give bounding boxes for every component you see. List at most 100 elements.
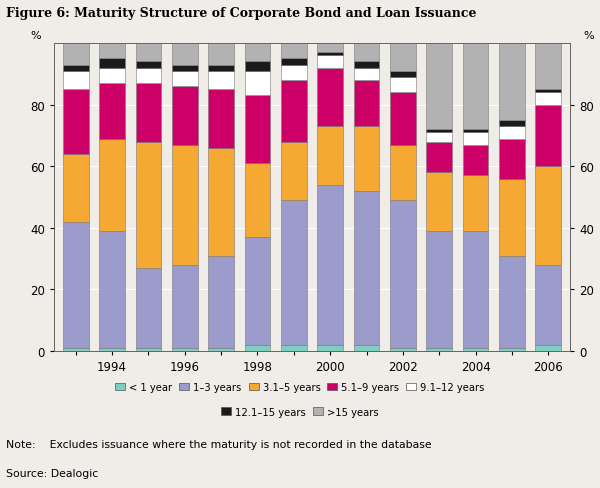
Bar — [390, 93, 416, 145]
Bar — [100, 139, 125, 231]
Bar — [281, 60, 307, 65]
Bar — [281, 345, 307, 351]
Bar — [354, 191, 379, 345]
Bar — [281, 201, 307, 345]
Bar — [208, 90, 234, 148]
Bar — [245, 96, 270, 164]
Bar — [100, 44, 125, 60]
Bar — [208, 44, 234, 65]
Bar — [463, 44, 488, 130]
Bar — [427, 348, 452, 351]
Text: %: % — [30, 31, 41, 41]
Bar — [427, 173, 452, 231]
Bar — [499, 44, 524, 121]
Bar — [427, 130, 452, 133]
Bar — [499, 179, 524, 256]
Bar — [463, 133, 488, 145]
Bar — [281, 44, 307, 60]
Bar — [427, 44, 452, 130]
Bar — [354, 68, 379, 81]
Bar — [499, 121, 524, 127]
Bar — [172, 87, 197, 145]
Bar — [136, 84, 161, 142]
Bar — [390, 44, 416, 72]
Bar — [136, 348, 161, 351]
Bar — [535, 167, 561, 265]
Bar — [245, 62, 270, 72]
Bar — [63, 65, 89, 72]
Bar — [172, 265, 197, 348]
Bar — [390, 78, 416, 93]
Bar — [317, 185, 343, 345]
Bar — [100, 348, 125, 351]
Bar — [208, 256, 234, 348]
Bar — [463, 145, 488, 176]
Bar — [317, 56, 343, 68]
Bar — [317, 53, 343, 56]
Bar — [317, 44, 343, 53]
Bar — [499, 139, 524, 179]
Bar — [208, 148, 234, 256]
Bar — [100, 68, 125, 84]
Bar — [354, 127, 379, 191]
Bar — [317, 345, 343, 351]
Legend: 12.1–15 years, >15 years: 12.1–15 years, >15 years — [217, 403, 383, 421]
Bar — [245, 72, 270, 96]
Bar — [63, 90, 89, 155]
Bar — [172, 145, 197, 265]
Bar — [281, 65, 307, 81]
Bar — [208, 72, 234, 90]
Bar — [63, 44, 89, 65]
Bar — [208, 65, 234, 72]
Bar — [354, 44, 379, 62]
Bar — [245, 44, 270, 62]
Bar — [281, 81, 307, 142]
Bar — [245, 345, 270, 351]
Legend: < 1 year, 1–3 years, 3.1–5 years, 5.1–9 years, 9.1–12 years: < 1 year, 1–3 years, 3.1–5 years, 5.1–9 … — [111, 378, 489, 396]
Bar — [136, 44, 161, 62]
Text: Note:    Excludes issuance where the maturity is not recorded in the database: Note: Excludes issuance where the maturi… — [6, 439, 431, 449]
Text: Figure 6: Maturity Structure of Corporate Bond and Loan Issuance: Figure 6: Maturity Structure of Corporat… — [6, 7, 476, 20]
Bar — [208, 348, 234, 351]
Bar — [390, 348, 416, 351]
Text: Source: Dealogic: Source: Dealogic — [6, 468, 98, 478]
Bar — [390, 72, 416, 78]
Bar — [100, 84, 125, 139]
Bar — [499, 348, 524, 351]
Bar — [172, 348, 197, 351]
Bar — [136, 268, 161, 348]
Bar — [463, 348, 488, 351]
Bar — [499, 127, 524, 139]
Bar — [63, 72, 89, 90]
Text: %: % — [583, 31, 594, 41]
Bar — [463, 231, 488, 348]
Bar — [136, 62, 161, 68]
Bar — [390, 201, 416, 348]
Bar — [136, 68, 161, 84]
Bar — [63, 348, 89, 351]
Bar — [245, 238, 270, 345]
Bar — [427, 142, 452, 173]
Bar — [535, 44, 561, 90]
Bar — [463, 176, 488, 231]
Bar — [354, 62, 379, 68]
Bar — [535, 90, 561, 93]
Bar — [427, 231, 452, 348]
Bar — [172, 44, 197, 65]
Bar — [317, 127, 343, 185]
Bar — [463, 130, 488, 133]
Bar — [317, 68, 343, 127]
Bar — [63, 222, 89, 348]
Bar — [354, 345, 379, 351]
Bar — [281, 142, 307, 201]
Bar — [427, 133, 452, 142]
Bar — [172, 72, 197, 87]
Bar — [63, 155, 89, 222]
Bar — [136, 142, 161, 268]
Bar — [100, 60, 125, 68]
Bar — [354, 81, 379, 127]
Bar — [100, 231, 125, 348]
Bar — [535, 93, 561, 105]
Bar — [535, 105, 561, 167]
Bar — [390, 145, 416, 201]
